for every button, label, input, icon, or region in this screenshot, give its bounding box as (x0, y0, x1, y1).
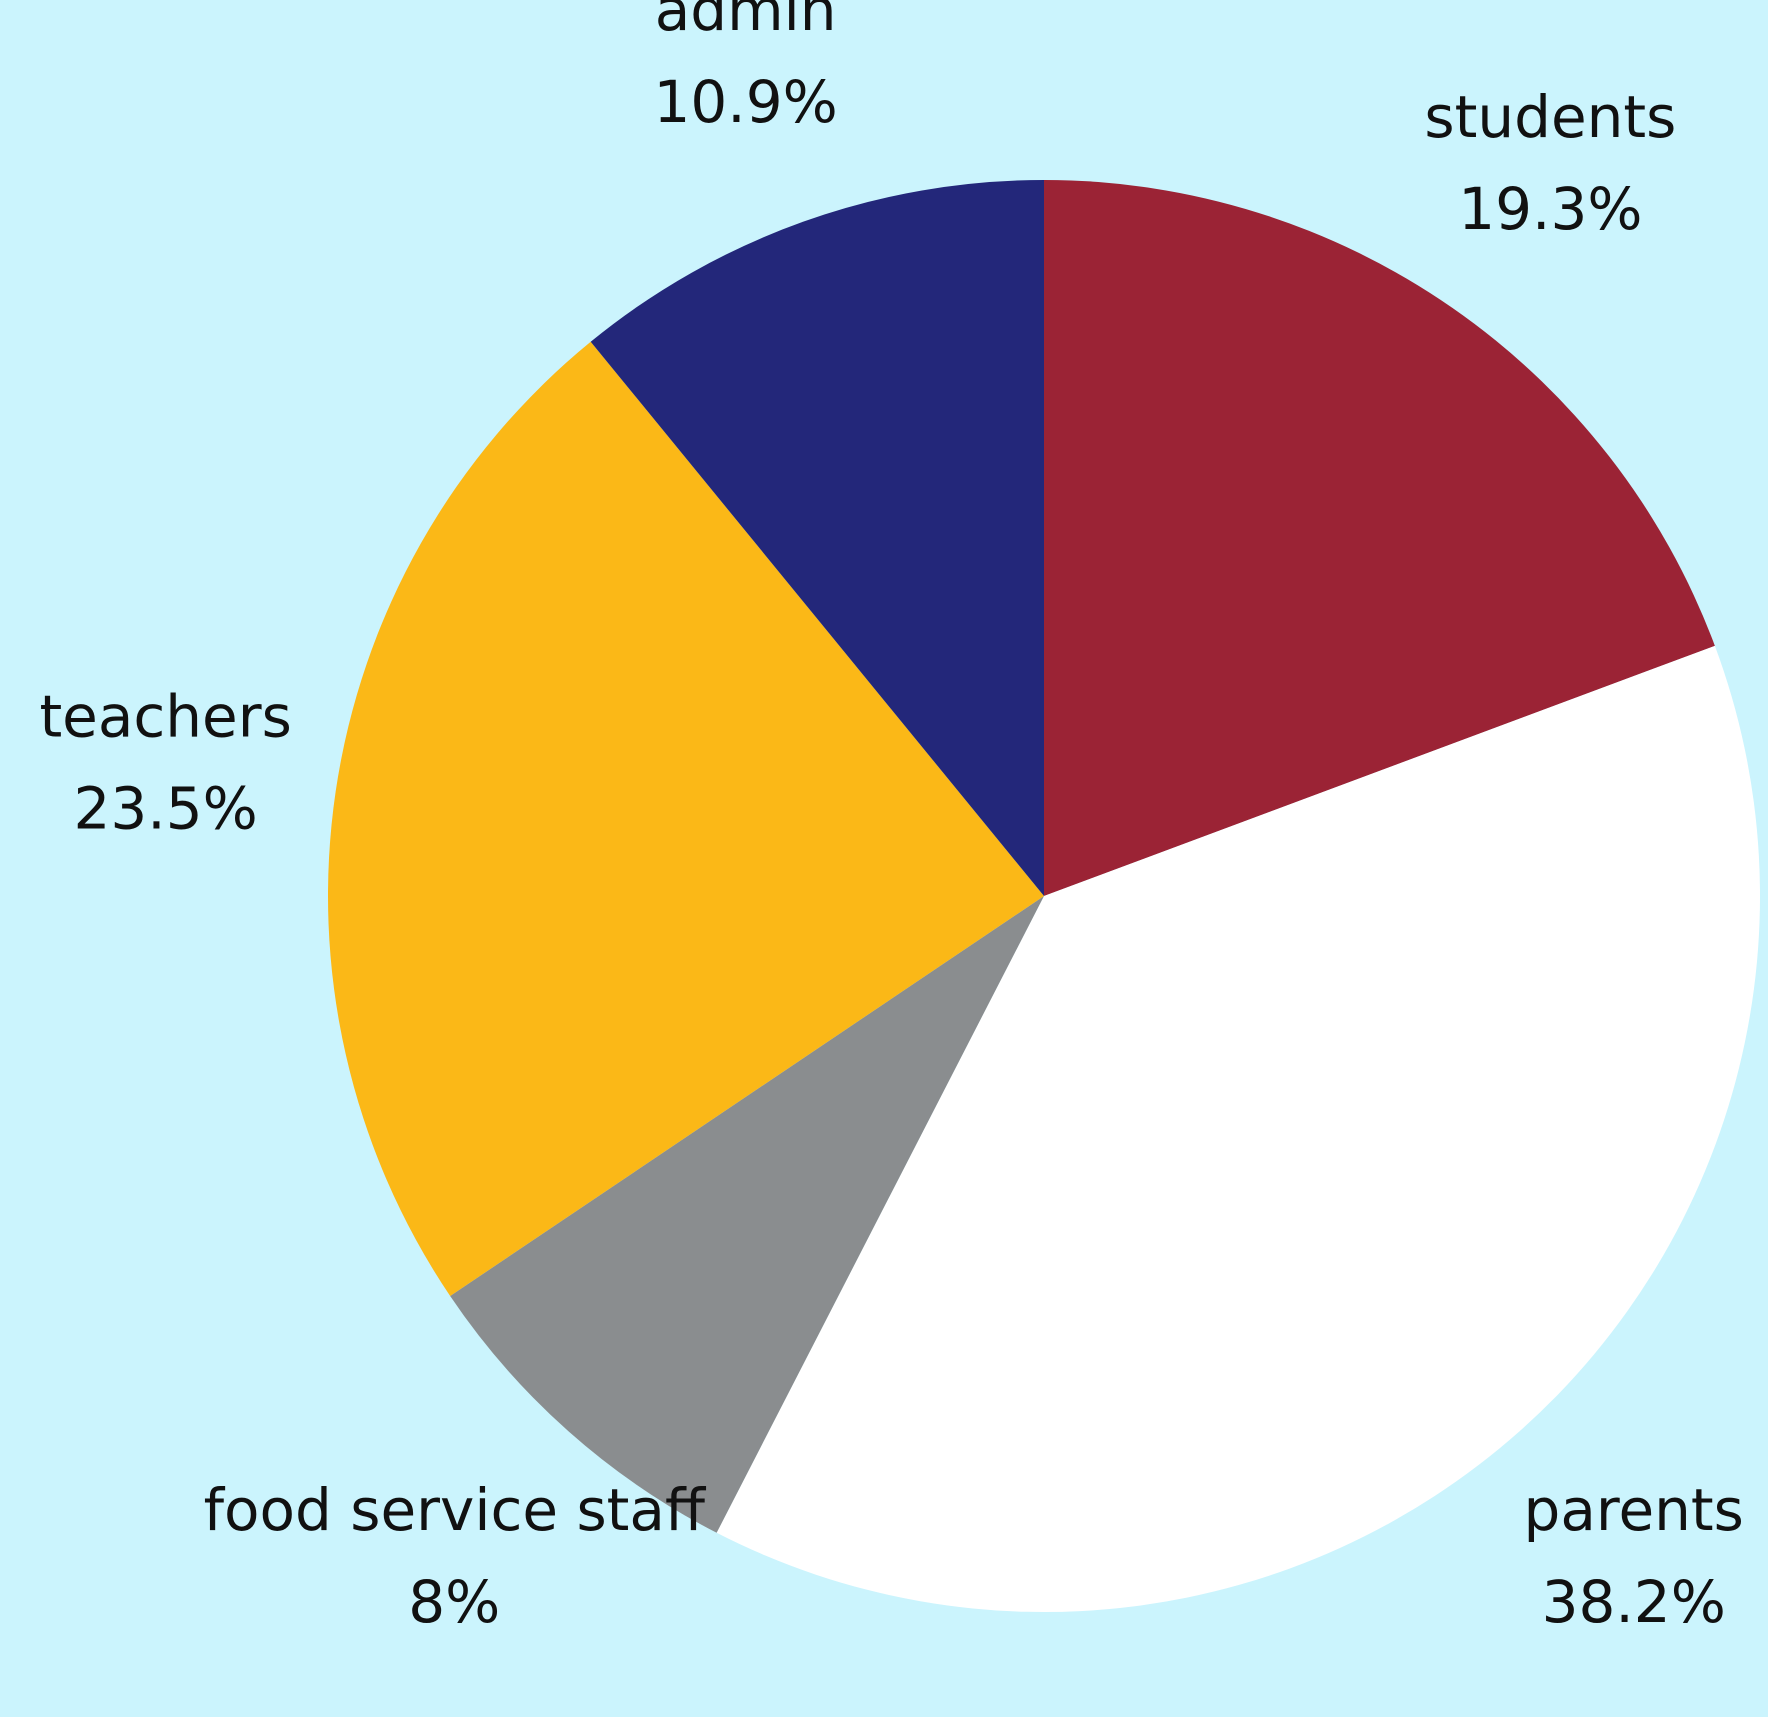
pie-slice (716, 645, 1761, 1613)
slice-value-label: 23.5% (74, 775, 258, 843)
slice-label: teachers (39, 683, 291, 751)
pie-slice (1044, 180, 1715, 896)
slice-label: students (1424, 83, 1676, 151)
slice-label: parents (1524, 1476, 1744, 1544)
slice-value-label: 8% (408, 1568, 500, 1636)
pie-slice (590, 180, 1044, 896)
slice-label: food service staff (204, 1476, 707, 1544)
slice-label: admin (655, 0, 837, 44)
slice-value-label: 10.9% (653, 68, 837, 136)
pie-slice (450, 896, 1044, 1533)
slice-value-label: 19.3% (1458, 175, 1642, 243)
pie-slice (328, 341, 1044, 1297)
slice-value-label: 38.2% (1542, 1568, 1726, 1636)
